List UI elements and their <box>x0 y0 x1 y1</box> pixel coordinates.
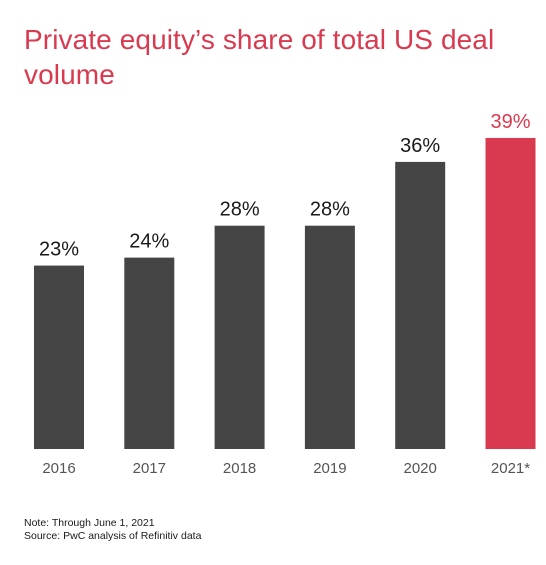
bar-2017 <box>124 257 175 449</box>
x-tick-label: 2019 <box>313 460 346 477</box>
footnote-source: Source: PwC analysis of Refinitiv data <box>24 530 202 542</box>
bar-2021 <box>485 137 536 449</box>
data-label: 28% <box>310 199 350 221</box>
data-label: 24% <box>129 231 169 253</box>
chart-title: Private equity’s share of total US deal … <box>24 24 495 90</box>
bar-2019 <box>304 225 355 449</box>
bar-2018 <box>214 225 265 449</box>
data-label: 36% <box>400 135 440 157</box>
footnote: Note: Through June 1, 2021 Source: PwC a… <box>24 517 201 543</box>
footnote-note: Note: Through June 1, 2021 <box>24 517 155 529</box>
data-label: 23% <box>39 239 79 261</box>
data-label: 28% <box>220 199 260 221</box>
x-tick-label: 2017 <box>133 460 166 477</box>
data-label: 39% <box>490 111 530 133</box>
bar-2020 <box>395 161 446 449</box>
x-tick-label: 2021* <box>491 460 530 477</box>
x-tick-label: 2016 <box>42 460 75 477</box>
x-tick-label: 2020 <box>404 460 437 477</box>
x-tick-label: 2018 <box>223 460 256 477</box>
bar-2016 <box>34 265 84 449</box>
